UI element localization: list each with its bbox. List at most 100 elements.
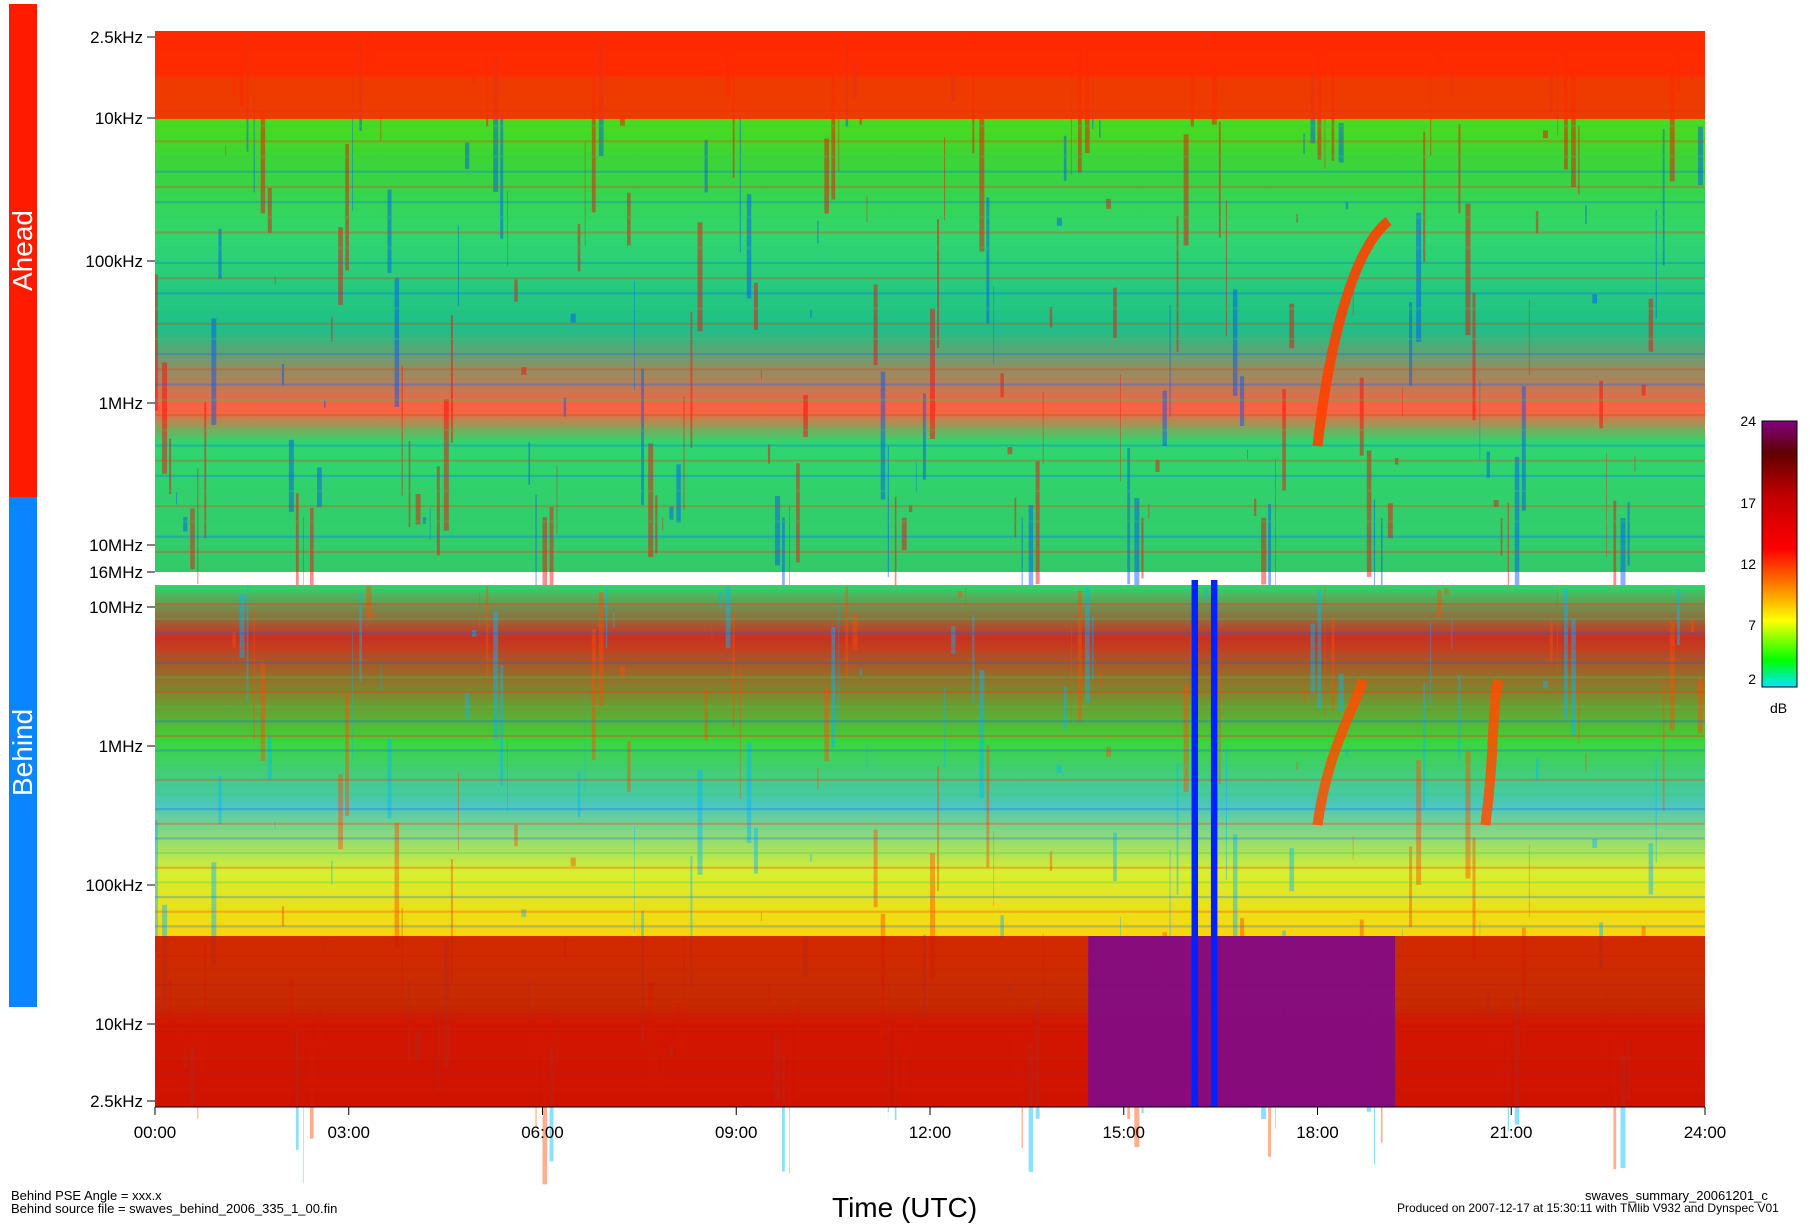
spectrogram-streak bbox=[500, 114, 504, 239]
spectrogram-streak bbox=[725, 586, 731, 649]
spectrogram-streak bbox=[1063, 135, 1067, 181]
spectrogram-streak bbox=[542, 1054, 548, 1185]
spectrogram-streak bbox=[760, 370, 762, 380]
spectrogram-streak bbox=[514, 279, 518, 302]
frequency-stripe bbox=[155, 749, 1705, 752]
frequency-stripe bbox=[155, 520, 1705, 523]
spectrogram-streak bbox=[634, 281, 635, 391]
spectrogram-streak bbox=[169, 438, 172, 495]
panel-background bbox=[155, 31, 1705, 572]
spectrogram-streak bbox=[1465, 751, 1471, 879]
spectrogram-streak bbox=[951, 626, 956, 654]
spectrogram-streak bbox=[1620, 1054, 1626, 1169]
frequency-stripe bbox=[155, 837, 1705, 840]
spectrogram-streak bbox=[267, 187, 272, 233]
frequency-stripe bbox=[155, 444, 1705, 447]
spectrogram-streak bbox=[775, 496, 781, 566]
spectrogram-streak bbox=[1571, 618, 1576, 736]
spectrogram-streak bbox=[944, 137, 946, 221]
spectrogram-streak bbox=[1472, 292, 1476, 421]
spectrogram-streak bbox=[253, 57, 255, 193]
spectrogram-streak bbox=[1465, 203, 1471, 336]
spectrogram-streak bbox=[1056, 764, 1062, 774]
spectrogram-streak bbox=[1655, 757, 1657, 863]
spectrogram-streak bbox=[457, 225, 459, 307]
frequency-stripe bbox=[155, 429, 1705, 432]
spectrogram-streak bbox=[1662, 679, 1665, 812]
spectrogram-streak bbox=[1296, 214, 1298, 223]
spectrogram-streak bbox=[1056, 217, 1062, 226]
spectrogram-streak bbox=[486, 586, 489, 678]
spectrogram-streak bbox=[746, 742, 752, 843]
spectrogram-streak bbox=[1669, 68, 1675, 182]
spectrogram-streak bbox=[1028, 505, 1034, 640]
spectrogram-streak bbox=[408, 441, 411, 528]
spectrogram-streak bbox=[1641, 926, 1646, 937]
spectrogram-streak bbox=[838, 591, 840, 721]
spectrogram-streak bbox=[1077, 590, 1082, 722]
spectrogram-streak bbox=[1542, 680, 1549, 689]
spectrogram-streak bbox=[979, 669, 985, 798]
spectrogram-streak bbox=[436, 466, 440, 556]
frequency-stripe bbox=[155, 337, 1705, 341]
spectrogram-streak bbox=[1127, 448, 1131, 585]
spectrogram-streak bbox=[197, 468, 199, 584]
frequency-stripe bbox=[155, 277, 1705, 280]
spectrogram-streak bbox=[1535, 758, 1539, 781]
spectrogram-streak bbox=[1648, 298, 1654, 352]
spectrogram-streak bbox=[993, 286, 995, 364]
ahead-band bbox=[9, 4, 37, 497]
spectrogram-streak bbox=[507, 739, 508, 812]
y-tick-label: 100kHz bbox=[85, 876, 143, 895]
spectrogram-streak bbox=[866, 195, 868, 223]
spectrogram-streak bbox=[1183, 134, 1189, 246]
frequency-stripe bbox=[155, 474, 1705, 477]
frequency-stripe bbox=[155, 764, 1705, 767]
spectrogram-streak bbox=[570, 313, 576, 323]
spectrogram-streak bbox=[380, 112, 382, 142]
spectrogram-streak bbox=[612, 612, 615, 628]
spectrogram-streak bbox=[1535, 211, 1539, 234]
spectrogram-streak bbox=[1380, 517, 1383, 610]
frequency-stripe bbox=[155, 353, 1705, 356]
behind-data-gap-1 bbox=[1210, 580, 1218, 1107]
footer-left-line2: Behind source file = swaves_behind_2006_… bbox=[11, 1201, 338, 1216]
spectrogram-streak bbox=[302, 1053, 304, 1184]
spectrogram-streak bbox=[1613, 500, 1617, 637]
spectrogram-streak bbox=[521, 909, 527, 917]
spectrogram-streak bbox=[155, 819, 158, 952]
spectrogram-streak bbox=[211, 862, 217, 966]
frequency-stripe bbox=[155, 489, 1705, 493]
spectrogram-streak bbox=[908, 505, 913, 513]
frequency-stripe bbox=[155, 413, 1705, 417]
spectrogram-streak bbox=[901, 517, 907, 551]
x-tick-label: 24:00 bbox=[1684, 1123, 1727, 1142]
spectrogram-streak bbox=[359, 593, 362, 682]
spectrogram-streak bbox=[1176, 215, 1179, 353]
spectrogram-streak bbox=[1592, 839, 1598, 848]
spectrogram-streak bbox=[1338, 122, 1344, 163]
spectrogram-streak bbox=[521, 367, 527, 375]
spectrogram-streak bbox=[1634, 455, 1636, 472]
colorbar-tick-label: 12 bbox=[1740, 556, 1756, 572]
spectrogram-streak bbox=[1528, 300, 1530, 376]
spectrogram-streak bbox=[1514, 456, 1520, 591]
frequency-stripe bbox=[155, 866, 1705, 869]
spectrogram-streak bbox=[549, 507, 554, 629]
spectrogram-streak bbox=[591, 628, 596, 761]
spectrogram-streak bbox=[556, 465, 558, 535]
spectrogram-streak bbox=[930, 308, 935, 439]
spectrogram-streak bbox=[887, 445, 889, 578]
frequency-stripe bbox=[155, 550, 1705, 553]
spectrogram-streak bbox=[704, 690, 708, 741]
spectrogram-streak bbox=[260, 662, 266, 761]
frequency-stripe bbox=[155, 368, 1705, 371]
spectrogram-streak bbox=[324, 400, 326, 408]
spectrogram-streak bbox=[1113, 287, 1117, 338]
spectrogram-streak bbox=[1225, 748, 1227, 880]
spectrogram-streak bbox=[1697, 126, 1703, 186]
spectrogram-streak bbox=[1437, 589, 1442, 620]
spectrogram-streak bbox=[1690, 619, 1695, 633]
spectrogram-streak bbox=[1197, 590, 1199, 602]
